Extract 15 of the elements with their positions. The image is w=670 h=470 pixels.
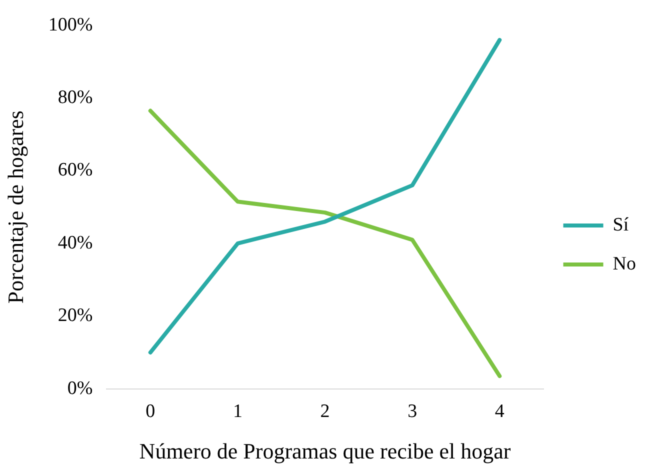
- legend-label: Sí: [612, 214, 630, 236]
- y-tick-label: 20%: [58, 305, 93, 326]
- y-tick-label: 60%: [58, 160, 93, 181]
- y-tick-label: 80%: [58, 87, 93, 108]
- legend-label: No: [612, 253, 636, 274]
- y-tick-label: 0%: [67, 378, 93, 399]
- x-tick-label: 1: [232, 401, 242, 422]
- y-tick-label: 40%: [58, 232, 93, 254]
- x-tick-label: 4: [494, 401, 505, 422]
- x-tick-label: 2: [320, 401, 330, 422]
- x-axis-title: Número de Programas que recibe el hogar: [139, 438, 512, 464]
- y-tick-label: 100%: [48, 14, 93, 36]
- x-tick-label: 0: [146, 401, 156, 422]
- x-tick-label: 3: [408, 401, 418, 422]
- y-axis-title: Porcentaje de hogares: [2, 110, 28, 304]
